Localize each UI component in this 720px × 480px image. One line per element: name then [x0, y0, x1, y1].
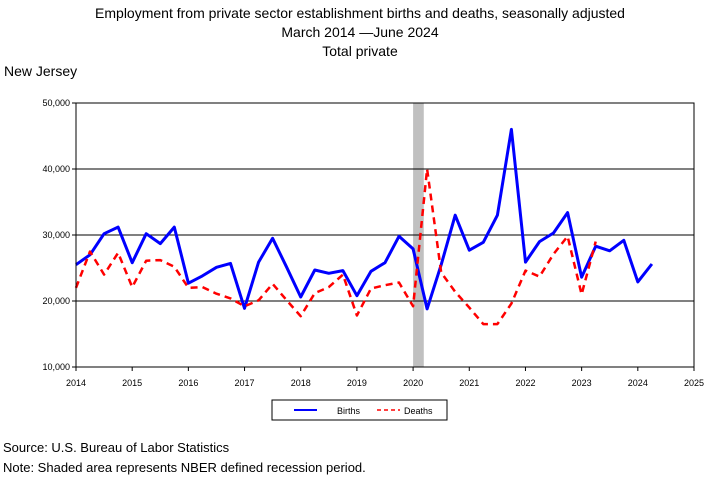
y-tick-label: 10,000	[42, 362, 70, 372]
source-note: Source: U.S. Bureau of Labor Statistics	[3, 440, 230, 455]
chart-title: Employment from private sector establish…	[95, 5, 625, 21]
region-label: New Jersey	[4, 63, 78, 79]
x-tick-label: 2016	[178, 378, 198, 388]
x-tick-label: 2014	[66, 378, 86, 388]
series-layer	[74, 127, 654, 326]
axis-layer: 10,000 20,000 30,000 40,000 50,000 2014 2015 20…	[42, 98, 704, 388]
x-tick-label: 2023	[572, 378, 592, 388]
x-tick-label: 2021	[459, 378, 479, 388]
chart-subtitle-date-range: March 2014 —June 2024	[281, 24, 439, 40]
recession-note: Note: Shaded area represents NBER define…	[3, 460, 366, 475]
legend-box	[271, 399, 448, 421]
x-tick-label: 2025	[684, 378, 704, 388]
series-line-deaths	[74, 167, 597, 326]
x-tick-label: 2017	[235, 378, 255, 388]
chart-subtitle-series: Total private	[322, 43, 398, 59]
y-tick-label: 30,000	[42, 230, 70, 240]
x-tick-label: 2015	[122, 378, 142, 388]
y-tick-label: 40,000	[42, 164, 70, 174]
x-tick-label: 2019	[347, 378, 367, 388]
series-line-births	[75, 127, 654, 311]
y-tick-label: 20,000	[42, 296, 70, 306]
legend: Births Deaths	[271, 399, 448, 421]
legend-label-births: Births	[337, 406, 361, 416]
legend-label-deaths: Deaths	[404, 406, 433, 416]
x-tick-label: 2022	[515, 378, 535, 388]
x-tick-label: 2020	[403, 378, 423, 388]
y-tick-label: 50,000	[42, 98, 70, 108]
x-tick-label: 2018	[291, 378, 311, 388]
x-tick-label: 2024	[628, 378, 648, 388]
